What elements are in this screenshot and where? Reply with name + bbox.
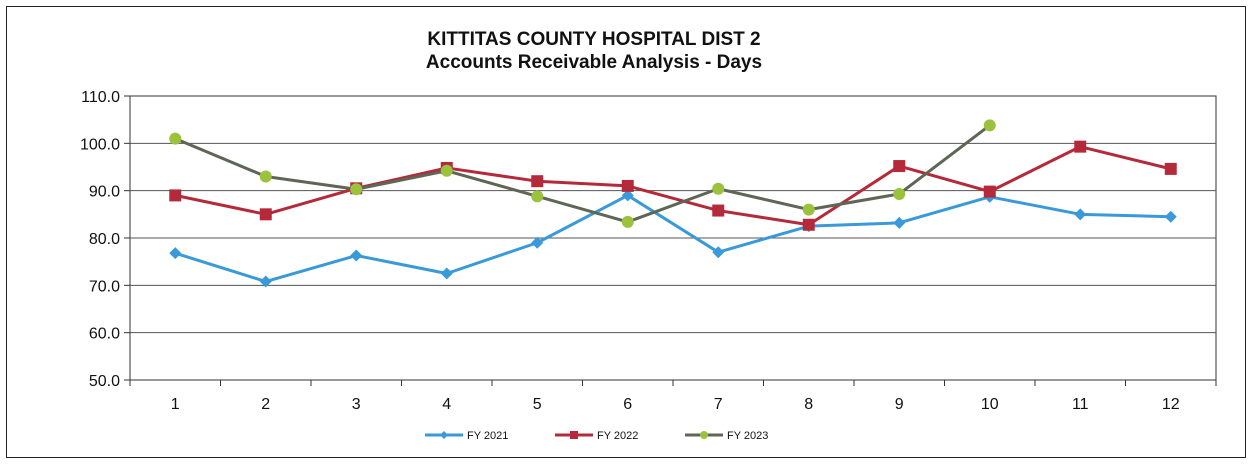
- data-point: [169, 247, 182, 260]
- data-point: [893, 160, 906, 173]
- data-point: [1074, 140, 1087, 153]
- data-point: [893, 216, 906, 229]
- data-point: [621, 189, 634, 202]
- x-tick-label: 8: [804, 396, 813, 413]
- x-tick-label: 3: [352, 396, 361, 413]
- legend-swatch-marker: [570, 431, 578, 439]
- x-tick-label: 11: [1072, 396, 1089, 413]
- x-tick-label: 9: [895, 396, 904, 413]
- series-line-fy3: [174, 124, 991, 224]
- series-line-fy2: [174, 145, 1172, 227]
- y-tick-label: 90.0: [89, 184, 120, 201]
- legend-swatch-marker: [440, 431, 448, 439]
- data-point: [1164, 162, 1177, 175]
- data-point: [350, 249, 363, 262]
- y-tick-label: 60.0: [89, 326, 120, 343]
- data-point: [712, 182, 725, 195]
- data-point: [802, 218, 815, 231]
- data-point: [531, 190, 544, 203]
- series-line-fy1: [174, 193, 1171, 284]
- x-tick-label: 7: [714, 396, 723, 413]
- chart-subtitle: Accounts Receivable Analysis - Days: [426, 52, 762, 73]
- x-tick-label: 6: [623, 396, 632, 413]
- data-point: [169, 189, 182, 202]
- data-point: [983, 185, 996, 198]
- data-point: [259, 170, 272, 183]
- data-point: [802, 203, 815, 216]
- y-tick-label: 70.0: [89, 278, 120, 295]
- data-point: [1164, 210, 1177, 223]
- data-point: [621, 179, 634, 192]
- data-point: [983, 119, 996, 132]
- x-tick-label: 1: [171, 396, 180, 413]
- data-point: [259, 275, 272, 288]
- legend-label: FY 2023: [727, 430, 768, 442]
- data-point: [350, 183, 363, 196]
- y-tick-label: 110.0: [81, 89, 120, 106]
- x-tick-label: 10: [981, 396, 999, 413]
- data-point: [621, 215, 634, 228]
- legend-label: FY 2021: [467, 430, 508, 442]
- y-tick-label: 100.0: [80, 136, 120, 153]
- data-point: [169, 132, 182, 145]
- legend: FY 2021 FY 2022 FY 2023: [425, 430, 768, 442]
- x-tick-label: 5: [533, 396, 542, 413]
- chart-frame: [6, 6, 1246, 458]
- data-point: [440, 164, 453, 177]
- x-tick-label: 4: [442, 396, 451, 413]
- data-point: [440, 267, 453, 280]
- x-tick-label: 2: [261, 396, 270, 413]
- y-tick-label: 80.0: [89, 231, 120, 248]
- data-point: [712, 204, 725, 217]
- data-point: [712, 246, 725, 259]
- data-point: [259, 208, 272, 221]
- data-point: [531, 175, 544, 188]
- y-tick-label: 50.0: [89, 373, 120, 390]
- data-point: [893, 187, 906, 200]
- data-point: [531, 236, 544, 249]
- chart-title: KITTITAS COUNTY HOSPITAL DIST 2: [427, 29, 760, 50]
- x-tick-label: 12: [1162, 396, 1180, 413]
- legend-label: FY 2022: [597, 430, 638, 442]
- legend-swatch-marker: [700, 431, 708, 439]
- data-point: [1074, 208, 1087, 221]
